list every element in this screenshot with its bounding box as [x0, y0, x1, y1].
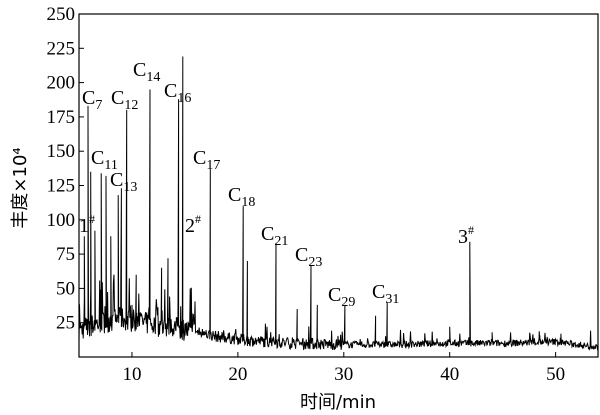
peak-label: C18: [228, 184, 255, 210]
peak-label: C13: [110, 169, 137, 195]
peak-label: C7: [82, 87, 102, 113]
peak-label-subscript: 17: [206, 158, 220, 173]
peak-label-subscript: 13: [123, 180, 137, 195]
peak-label: C14: [133, 59, 160, 85]
plot-frame: [78, 13, 599, 358]
y-tick-label: 200: [47, 73, 76, 94]
peak-label-subscript: 18: [241, 195, 255, 210]
peak-label-base: C: [372, 281, 385, 303]
chromatogram-trace: [78, 56, 599, 352]
peak-label: C31: [372, 281, 399, 307]
peak-label-base: C: [261, 223, 274, 245]
y-tick-label: 150: [47, 141, 76, 162]
peak-label-superscript: #: [195, 212, 201, 226]
peak-label-base: C: [164, 80, 177, 102]
y-tick-label: 250: [47, 4, 76, 25]
peak-label-base: 2: [185, 215, 195, 237]
peak-label: C17: [193, 147, 220, 173]
x-axis-title: 时间/min: [300, 392, 376, 413]
peak-label-subscript: 29: [341, 295, 355, 310]
y-tick-label: 25: [56, 313, 75, 334]
x-tick-label: 40: [440, 364, 459, 385]
peak-label-subscript: 7: [95, 98, 102, 113]
peak-label: C11: [91, 147, 118, 173]
peak-label-base: C: [91, 147, 104, 169]
peak-label-subscript: 31: [385, 292, 399, 307]
peak-label: 3#: [458, 223, 474, 248]
peak-label-subscript: 16: [177, 91, 191, 106]
peak-label-base: C: [193, 147, 206, 169]
x-tick-label: 10: [122, 364, 141, 385]
y-tick-label: 50: [56, 278, 75, 299]
peak-label-base: C: [82, 87, 95, 109]
peak-label-subscript: 21: [274, 234, 288, 249]
y-tick-label: 175: [47, 107, 76, 128]
peak-label-base: C: [111, 87, 124, 109]
peak-label: C23: [295, 244, 322, 270]
y-tick-label: 100: [47, 210, 76, 231]
peak-label-subscript: 11: [104, 158, 117, 173]
x-tick-label: 20: [228, 364, 247, 385]
peak-label-superscript: #: [89, 212, 95, 226]
x-axis-ticks: 10 20 30 40 50: [122, 352, 565, 385]
peak-label: C12: [111, 87, 138, 113]
peak-label-subscript: 14: [146, 70, 160, 85]
peak-label-base: C: [228, 184, 241, 206]
peak-label: 2#: [185, 212, 201, 237]
peak-label-base: C: [328, 284, 341, 306]
peak-label-superscript: #: [468, 223, 474, 237]
peak-label: C29: [328, 284, 355, 310]
x-tick-label: 50: [546, 364, 565, 385]
peak-label-base: C: [110, 169, 123, 191]
y-tick-label: 225: [47, 38, 76, 59]
peak-label-base: 3: [458, 226, 468, 248]
peak-label: 1#: [79, 212, 95, 237]
peak-label-base: 1: [79, 215, 89, 237]
y-tick-label: 75: [56, 244, 75, 265]
peak-label-subscript: 12: [124, 98, 138, 113]
x-tick-label: 30: [334, 364, 353, 385]
y-tick-label: 125: [47, 176, 76, 197]
y-axis-ticks: 25 50 75 100 125 150 175 200 225 250: [47, 4, 84, 334]
peak-label: C21: [261, 223, 288, 249]
peak-label: C16: [164, 80, 191, 106]
peak-label-base: C: [295, 244, 308, 266]
y-axis-title: 丰度×10⁴: [10, 147, 31, 228]
peak-label-subscript: 23: [308, 255, 322, 270]
peak-label-base: C: [133, 59, 146, 81]
